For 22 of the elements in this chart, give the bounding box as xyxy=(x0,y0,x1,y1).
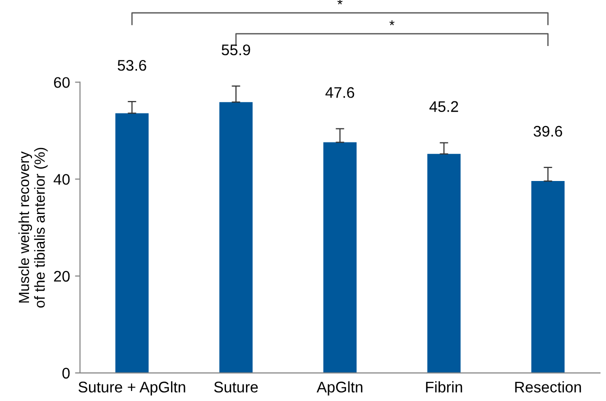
data-label: 55.9 xyxy=(222,44,250,56)
y-tick-label: 60 xyxy=(54,77,70,88)
bar xyxy=(219,102,253,373)
bar xyxy=(531,181,565,373)
y-tick-label: 20 xyxy=(54,270,70,282)
data-label: 53.6 xyxy=(118,60,146,71)
data-label: 45.2 xyxy=(429,101,458,112)
y-tick-label: 0 xyxy=(62,368,70,379)
data-label: 47.6 xyxy=(325,87,354,98)
data-label: 39.6 xyxy=(534,126,562,137)
bar xyxy=(115,113,149,373)
text: * xyxy=(389,20,394,26)
y-axis-title: Muscle weight recovery of the tibialis anterior (%) xyxy=(18,148,48,308)
x-tick-label: ApGltn xyxy=(316,381,362,396)
bar xyxy=(323,142,357,373)
text: * xyxy=(337,0,342,4)
y-tick-label: 40 xyxy=(54,174,70,185)
x-tick-label: Fibrin xyxy=(426,381,462,392)
bar xyxy=(427,154,461,373)
x-tick-label: Suture + ApGltn xyxy=(78,381,186,396)
x-tick-label: Resection xyxy=(515,381,581,392)
x-tick-label: Suture xyxy=(214,382,258,392)
